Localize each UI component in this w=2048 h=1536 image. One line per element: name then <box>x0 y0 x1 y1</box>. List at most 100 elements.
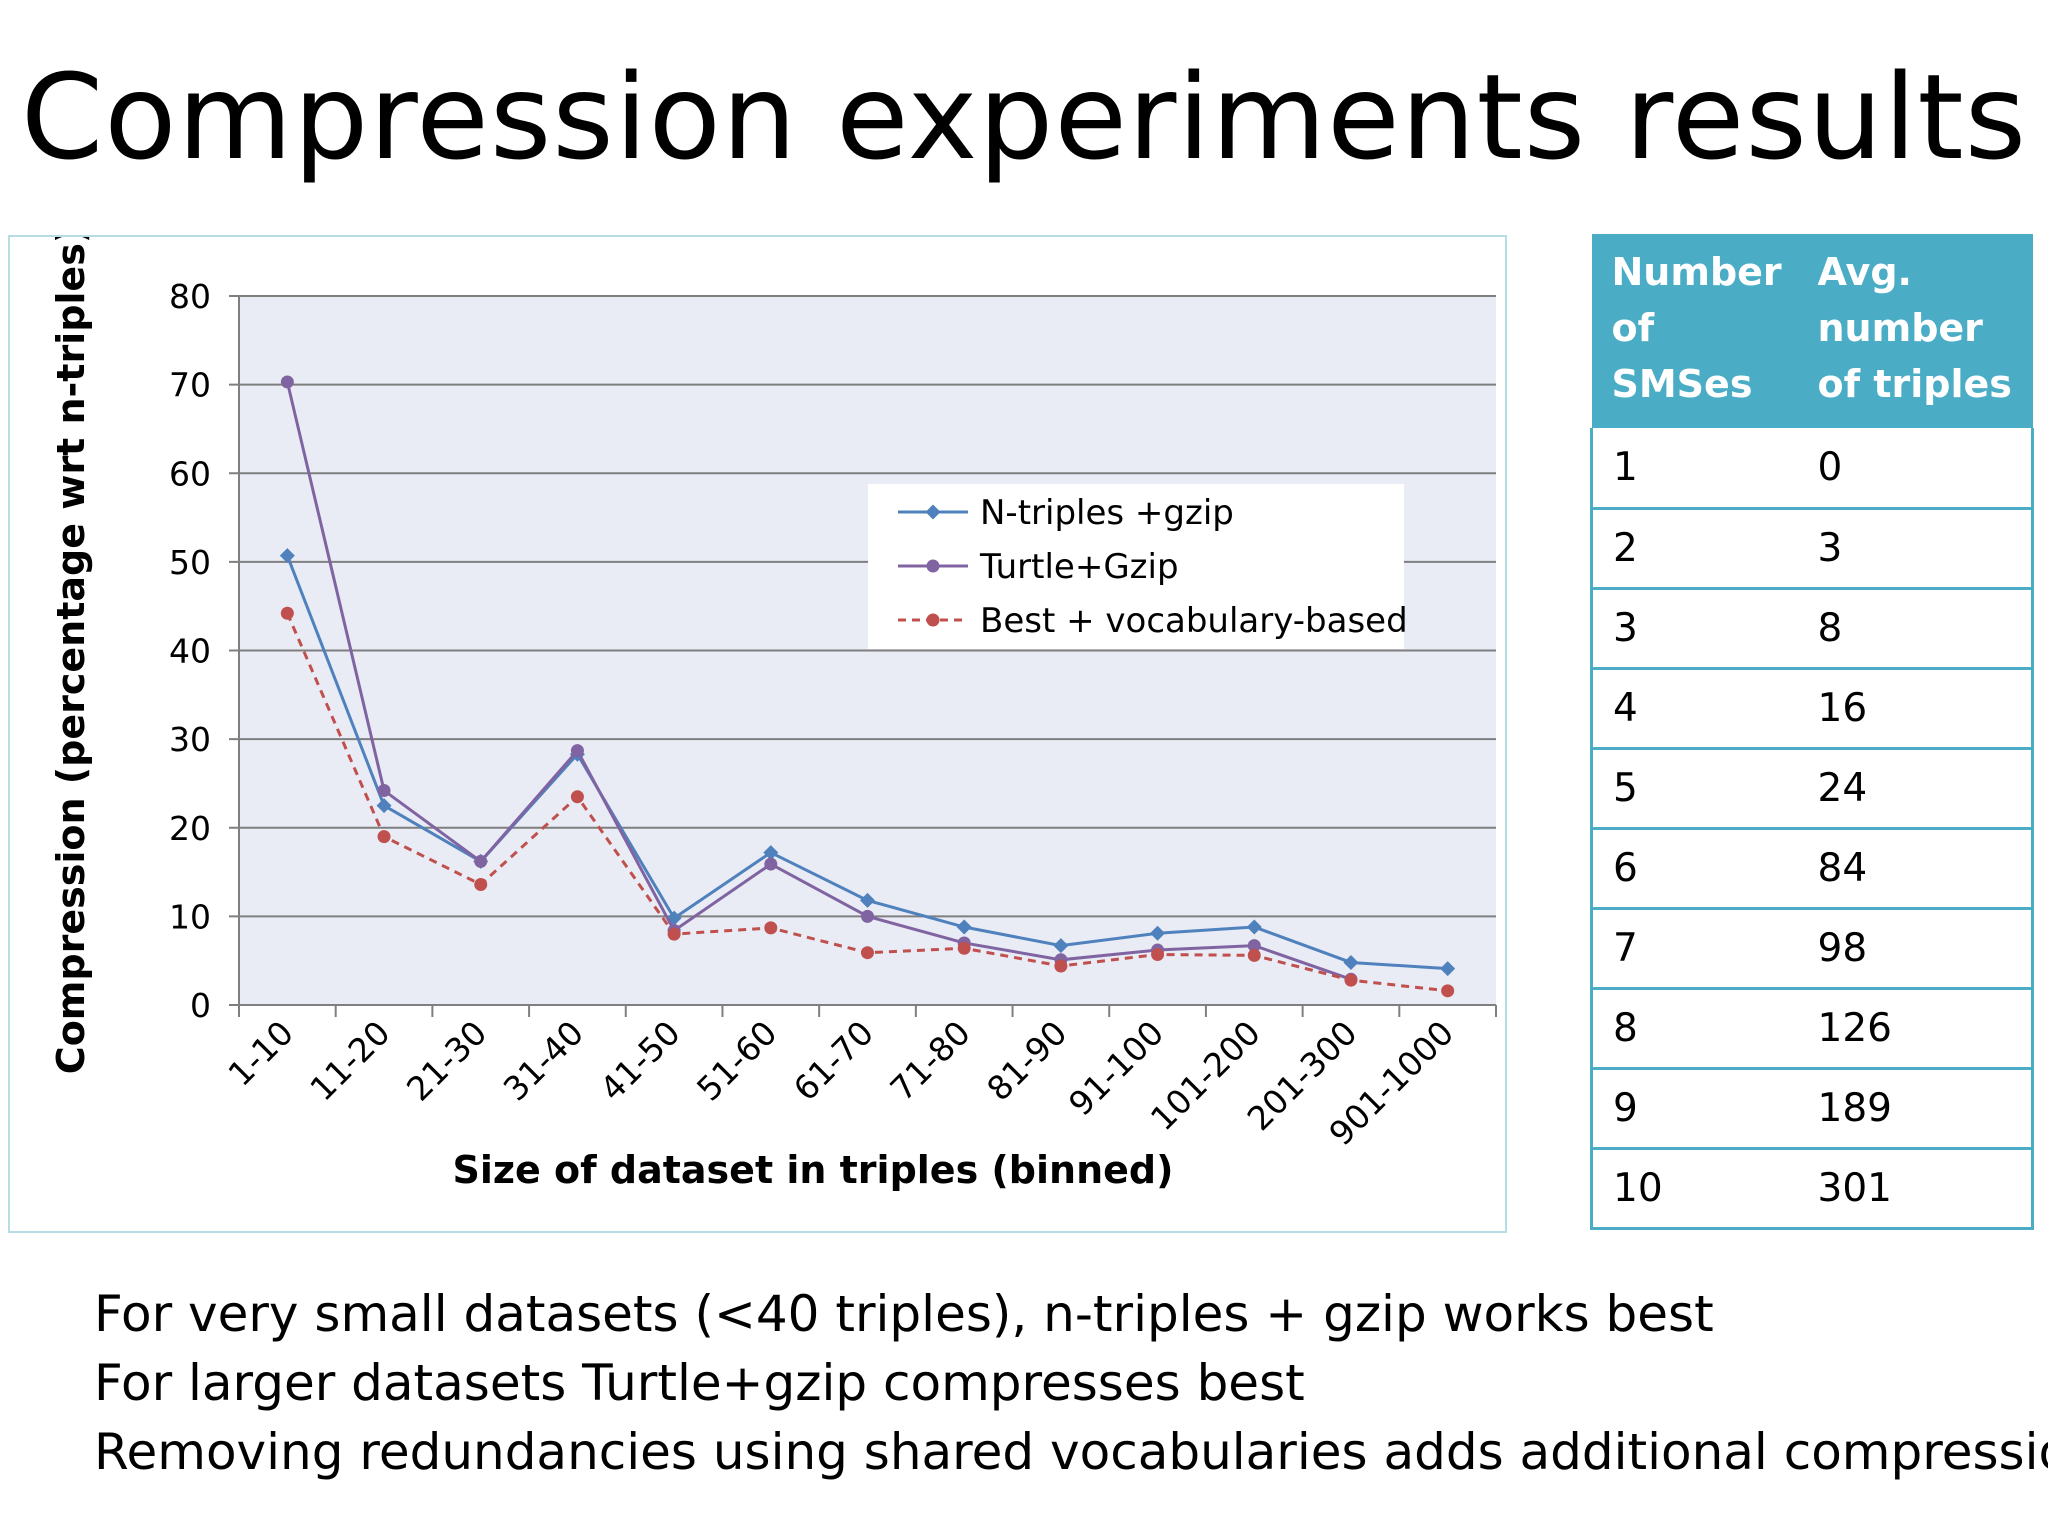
findings-text: For very small datasets (<40 triples), n… <box>94 1280 2048 1487</box>
cell-avg-triples: 126 <box>1805 988 2034 1070</box>
data-point-marker <box>763 845 779 861</box>
table-row: 7 98 <box>1590 908 2034 990</box>
data-point-marker <box>667 927 681 941</box>
cell-number: 10 <box>1590 1148 1806 1230</box>
y-tick-label: 80 <box>169 277 211 316</box>
cell-avg-triples: 84 <box>1805 828 2034 910</box>
cell-number: 7 <box>1590 908 1806 990</box>
series-line <box>285 381 1352 981</box>
cell-avg-triples: 189 <box>1805 1068 2034 1150</box>
header-line: Avg. <box>1817 250 1912 294</box>
data-point-marker <box>1343 954 1359 970</box>
header-line: Number <box>1611 250 1782 294</box>
cell-number: 4 <box>1590 668 1806 750</box>
legend-label: N-triples +gzip <box>980 493 1234 533</box>
finding-line: For very small datasets (<40 triples), n… <box>94 1285 1714 1343</box>
series-best-vocabulary-based <box>280 606 1455 998</box>
header-number-of-smses: Number of SMSes <box>1591 234 1806 428</box>
data-point-marker <box>764 921 778 935</box>
data-point-marker <box>474 854 488 868</box>
data-point-marker <box>570 744 584 758</box>
data-point-marker <box>280 375 294 389</box>
header-avg-number-of-triples: Avg. number of triples <box>1805 234 2033 428</box>
smses-table: Number of SMSes Avg. number of triples 1… <box>1590 234 2034 1230</box>
cell-avg-triples: 8 <box>1805 588 2034 670</box>
x-tick-label: 81-90 <box>979 1013 1074 1108</box>
cell-number: 8 <box>1590 988 1806 1070</box>
cell-avg-triples: 3 <box>1805 508 2034 590</box>
cell-number: 5 <box>1590 748 1806 830</box>
header-line: number <box>1817 306 1983 350</box>
data-point-marker <box>1344 973 1358 987</box>
data-point-marker <box>377 784 391 798</box>
y-tick-label: 60 <box>169 454 211 493</box>
data-point-marker <box>1441 984 1455 998</box>
table-row: 8 126 <box>1590 988 2034 1070</box>
y-tick-label: 50 <box>169 543 211 582</box>
cell-number: 2 <box>1590 508 1806 590</box>
data-point-marker <box>926 559 940 573</box>
header-line: of triples <box>1817 362 2012 406</box>
y-tick-label: 10 <box>169 897 211 936</box>
cell-avg-triples: 0 <box>1805 428 2034 510</box>
legend: N-triples +gzip Turtle+Gzip Best + vocabul… <box>868 484 1408 649</box>
y-tick-label: 70 <box>169 366 211 405</box>
data-point-marker <box>861 909 874 923</box>
series-lines <box>279 375 1456 998</box>
table-row: 10 301 <box>1590 1148 2034 1230</box>
legend-label: Best + vocabulary-based <box>980 601 1408 641</box>
finding-line: Removing redundancies using shared vocab… <box>94 1423 2048 1481</box>
cell-number: 3 <box>1590 588 1806 670</box>
x-tick-label: 51-60 <box>689 1013 784 1108</box>
table-row: 6 84 <box>1590 828 2034 910</box>
table-row: 5 24 <box>1590 748 2034 830</box>
data-point-marker <box>377 830 391 844</box>
y-tick-label: 40 <box>169 632 211 671</box>
x-tick-label: 41-50 <box>592 1013 687 1108</box>
data-point-marker <box>764 857 778 871</box>
data-point-marker <box>1054 959 1068 973</box>
data-point-marker <box>860 892 875 908</box>
x-tick-label: 21-30 <box>399 1013 494 1108</box>
cell-avg-triples: 24 <box>1805 748 2034 830</box>
table-row: 4 16 <box>1590 668 2034 750</box>
data-point-marker <box>280 606 294 620</box>
slide-title: Compression experiments results <box>20 48 2028 186</box>
y-axis-title: Compression (percentage wrt n-triples) <box>49 237 93 1074</box>
cell-avg-triples: 98 <box>1805 908 2034 990</box>
cell-avg-triples: 301 <box>1805 1148 2034 1230</box>
y-tick-label: 30 <box>169 720 211 759</box>
data-point-marker <box>1247 939 1261 953</box>
table-row: 9 189 <box>1590 1068 2034 1150</box>
y-tick-label: 0 <box>190 986 211 1025</box>
gridlines <box>239 295 1496 918</box>
cell-number: 6 <box>1590 828 1806 910</box>
data-point-marker <box>926 613 940 627</box>
data-point-marker <box>1151 947 1165 961</box>
chart-frame: 0 10 20 30 40 50 60 70 80 1-10 11-20 21-30 31-40 41-5… <box>8 235 1507 1233</box>
cell-avg-triples: 16 <box>1805 668 2034 750</box>
data-point-marker <box>957 941 971 955</box>
y-tick-label: 20 <box>169 809 211 848</box>
cell-number: 9 <box>1590 1068 1806 1150</box>
data-point-marker <box>279 548 295 564</box>
data-point-marker <box>925 504 941 520</box>
data-point-marker <box>376 798 392 814</box>
data-point-marker <box>1440 961 1456 977</box>
data-point-marker <box>956 919 972 935</box>
line-chart: 0 10 20 30 40 50 60 70 80 1-10 11-20 21-30 31-40 41-5… <box>49 237 1497 1192</box>
data-point-marker <box>1246 919 1262 935</box>
x-tick-label: 61-70 <box>786 1013 881 1108</box>
legend-label: Turtle+Gzip <box>979 547 1179 587</box>
x-tick-label: 11-20 <box>302 1013 397 1108</box>
header-line: of SMSes <box>1611 306 1753 406</box>
x-tick-label: 1-10 <box>220 1013 301 1094</box>
x-tick-label: 71-80 <box>882 1013 977 1108</box>
cell-number: 1 <box>1590 428 1806 510</box>
data-point-marker <box>474 877 488 891</box>
x-axis-title: Size of dataset in triples (binned) <box>453 1148 1174 1192</box>
data-point-marker <box>1247 948 1261 962</box>
